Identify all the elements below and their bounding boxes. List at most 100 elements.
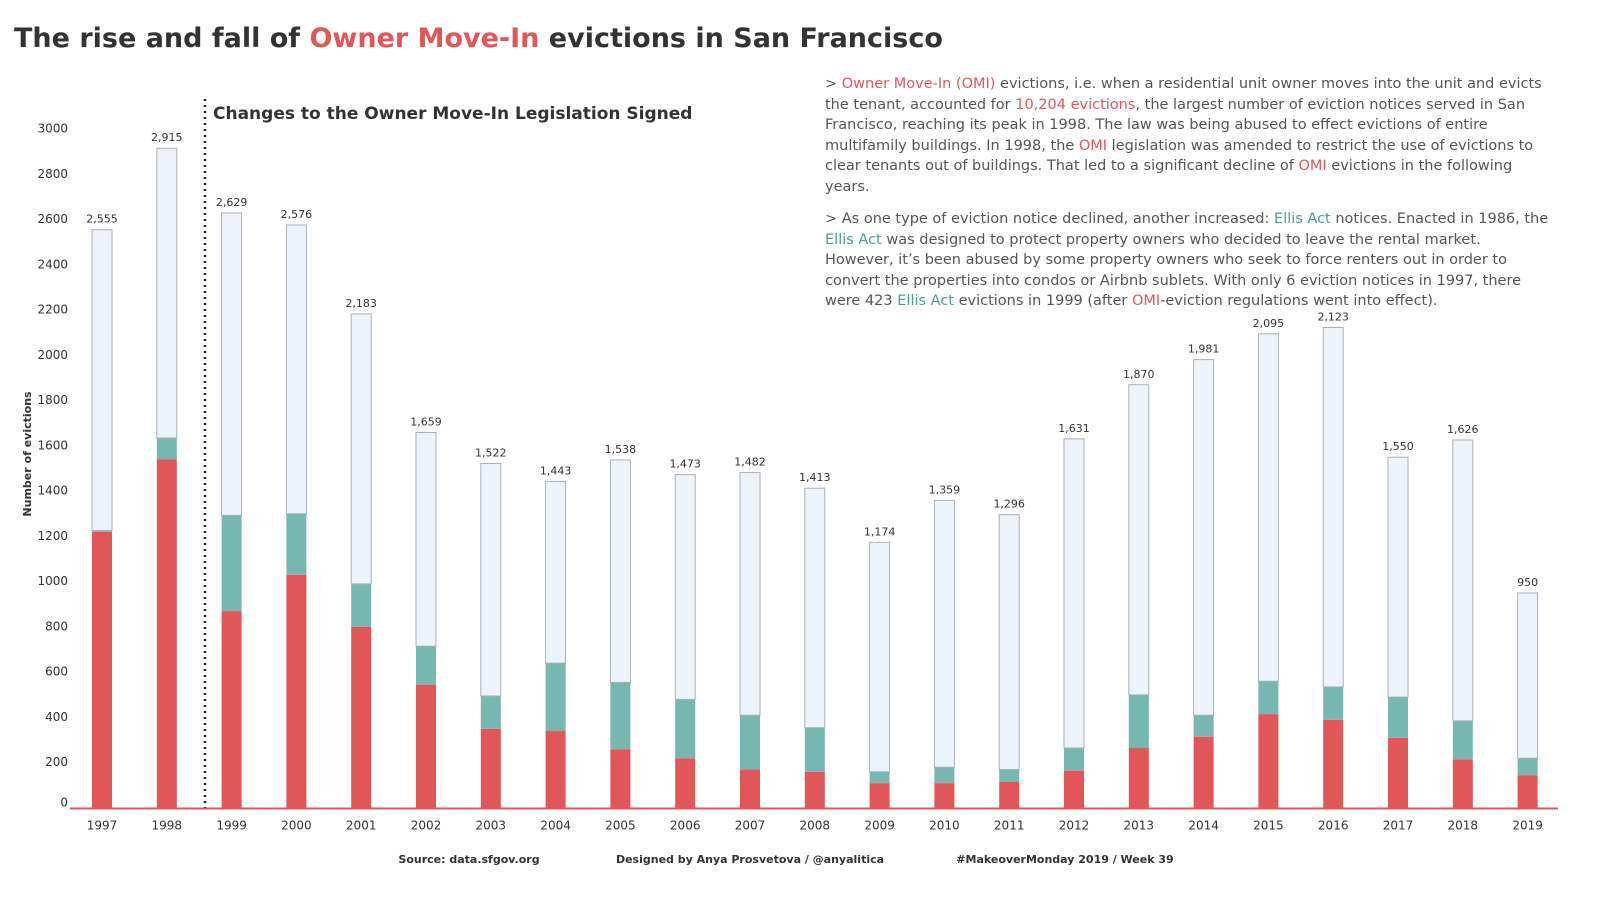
x-tick-label: 2005: [605, 819, 636, 833]
y-tick-label: 2800: [37, 167, 68, 181]
bar-segment: [675, 758, 696, 808]
x-tick-label: 2018: [1448, 819, 1479, 833]
bar-segment: [610, 749, 631, 808]
bar-segment: [221, 212, 243, 516]
total-label: 2,576: [281, 208, 313, 221]
bar-segment: [1517, 592, 1539, 759]
bar-segment: [1128, 694, 1149, 749]
total-label: 1,174: [864, 525, 896, 538]
bar-segment: [1128, 384, 1150, 696]
total-label: 1,550: [1382, 440, 1414, 453]
text-run: evictions in the following years.: [825, 158, 1513, 195]
bar-segment: [1063, 438, 1085, 749]
total-label: 2,095: [1253, 317, 1285, 330]
total-label: 2,629: [216, 196, 248, 209]
text-run: Owner Move-In (OMI): [841, 76, 996, 92]
paragraph: > Owner Move-In (OMI) evictions, i.e. wh…: [825, 74, 1553, 197]
bar-segment: [1452, 439, 1474, 722]
bar-segment: [1193, 736, 1214, 808]
title-run: Owner Move-In: [309, 23, 539, 54]
bar-segment: [156, 147, 178, 439]
x-tick-label: 2009: [864, 819, 895, 833]
x-tick-label: 2010: [929, 819, 960, 833]
bar-segment: [934, 783, 955, 808]
bar-segment: [804, 771, 825, 808]
total-label: 1,659: [410, 416, 442, 429]
bar-segment: [350, 313, 372, 585]
bar-segment: [480, 728, 501, 808]
bar-segment: [1387, 456, 1409, 698]
bar-segment: [869, 783, 890, 808]
bar-segment: [1257, 333, 1279, 682]
bar-segment: [1064, 770, 1084, 808]
bar-segment: [999, 769, 1020, 782]
x-tick-label: 2012: [1059, 819, 1090, 833]
bar-segment: [351, 626, 372, 808]
text-run: Ellis Act: [897, 293, 954, 309]
y-tick-label: 400: [45, 710, 68, 724]
x-tick-label: 2008: [800, 819, 831, 833]
bar-segment: [416, 646, 436, 685]
x-tick-label: 2000: [281, 819, 312, 833]
bar-segment: [869, 771, 890, 784]
bar-segment: [1517, 775, 1538, 808]
bar-segment: [934, 767, 955, 784]
text-run: OMI: [1078, 137, 1108, 154]
y-tick-label: 2200: [37, 303, 68, 317]
total-label: 1,443: [540, 464, 572, 477]
y-tick-label: 2000: [37, 348, 68, 362]
y-tick-label: 0: [60, 796, 68, 810]
y-axis-label: Number of evictions: [21, 391, 34, 517]
bar-segment: [739, 472, 761, 716]
bar-segment: [1452, 720, 1473, 760]
y-tick-label: 200: [45, 755, 68, 769]
annotation: Changes to the Owner Move-In Legislation…: [213, 104, 692, 124]
bar-segment: [1452, 759, 1473, 808]
y-tick-label: 1800: [37, 393, 68, 407]
bar-segment: [415, 432, 437, 647]
bar-segment: [416, 684, 436, 808]
text-run: 10,204 evictions: [1015, 96, 1136, 113]
bar-segment: [351, 583, 372, 627]
x-tick-label: 2014: [1188, 819, 1219, 833]
bar-segment: [1323, 686, 1344, 720]
bar-segment: [1388, 697, 1408, 738]
x-tick-label: 2001: [346, 819, 377, 833]
text-run: Ellis Act: [1274, 211, 1331, 227]
bar-segment: [545, 731, 566, 808]
bar-segment: [999, 781, 1020, 808]
chart-title: The rise and fall of Owner Move-In evict…: [14, 23, 943, 54]
total-label: 1,981: [1188, 343, 1220, 356]
total-label: 1,413: [799, 471, 831, 484]
bar-segment: [1258, 714, 1279, 808]
x-tick-label: 2011: [994, 819, 1025, 833]
bar-segment: [1517, 758, 1538, 776]
x-tick-label: 2019: [1512, 819, 1543, 833]
bar-segment: [156, 459, 177, 808]
bar-segment: [1064, 748, 1084, 771]
bar-segment: [933, 499, 955, 768]
bar-segment: [286, 513, 307, 575]
total-label: 2,123: [1317, 310, 1349, 323]
x-tick-label: 1998: [152, 819, 183, 833]
bar-segment: [674, 474, 696, 700]
total-label: 1,482: [734, 456, 766, 469]
bar-segment: [740, 715, 760, 770]
x-tick-label: 2002: [411, 819, 442, 833]
bar-segment: [1388, 737, 1408, 808]
bar-segment: [869, 541, 891, 773]
footer-text: #MakeoverMonday 2019 / Week 39: [956, 853, 1173, 866]
x-tick-label: 1997: [87, 819, 118, 833]
total-label: 2,183: [345, 297, 377, 310]
bar-segment: [1322, 326, 1344, 688]
bar-segment: [545, 663, 566, 732]
bar-segment: [92, 531, 112, 808]
text-run: Ellis Act: [825, 231, 882, 248]
bar-segment: [480, 695, 501, 729]
bar-segment: [1193, 715, 1214, 737]
total-label: 2,915: [151, 131, 183, 144]
bar-segment: [221, 515, 242, 612]
text-run: OMI: [1131, 293, 1161, 309]
